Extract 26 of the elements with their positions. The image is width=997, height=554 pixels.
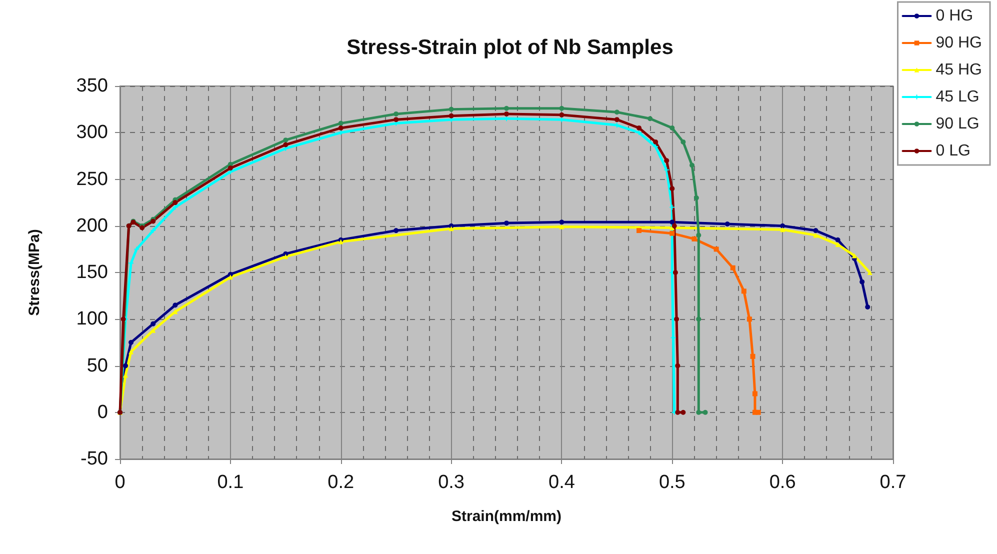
x-tick-label: 0.5 xyxy=(658,472,686,493)
legend-label: 0 HG xyxy=(936,8,974,24)
x-tick-label: 0.6 xyxy=(769,472,796,493)
legend-label: 90 LG xyxy=(936,116,980,132)
y-tick-label: 150 xyxy=(76,262,108,283)
y-tick-label: -50 xyxy=(80,448,108,470)
y-tick-label: 350 xyxy=(76,76,108,96)
y-tick-label: 300 xyxy=(76,122,108,144)
y-tick-label: 200 xyxy=(76,215,108,236)
x-tick-label: 0.4 xyxy=(548,472,576,493)
legend-label: 45 HG xyxy=(936,62,982,78)
y-tick-label: 100 xyxy=(76,308,108,330)
x-tick-label: 0.3 xyxy=(438,472,464,493)
chart-title: Stress-Strain plot of Nb Samples xyxy=(346,36,674,59)
y-tick-label: 50 xyxy=(86,355,108,376)
legend-label: 90 HG xyxy=(936,34,982,52)
legend-label: 0 LG xyxy=(936,142,970,160)
x-axis-title: Strain(mm/mm) xyxy=(451,508,562,525)
y-tick-label: 250 xyxy=(76,168,108,190)
legend-label: 45 LG xyxy=(936,88,980,106)
x-tick-label: 0.2 xyxy=(328,472,354,493)
x-tick-label: 0 xyxy=(114,472,126,493)
y-tick-label: 0 xyxy=(97,402,108,423)
y-axis-title: Stress(MPa) xyxy=(26,229,43,316)
x-tick-label: 0.1 xyxy=(217,472,244,493)
x-tick-label: 0.7 xyxy=(880,472,906,493)
